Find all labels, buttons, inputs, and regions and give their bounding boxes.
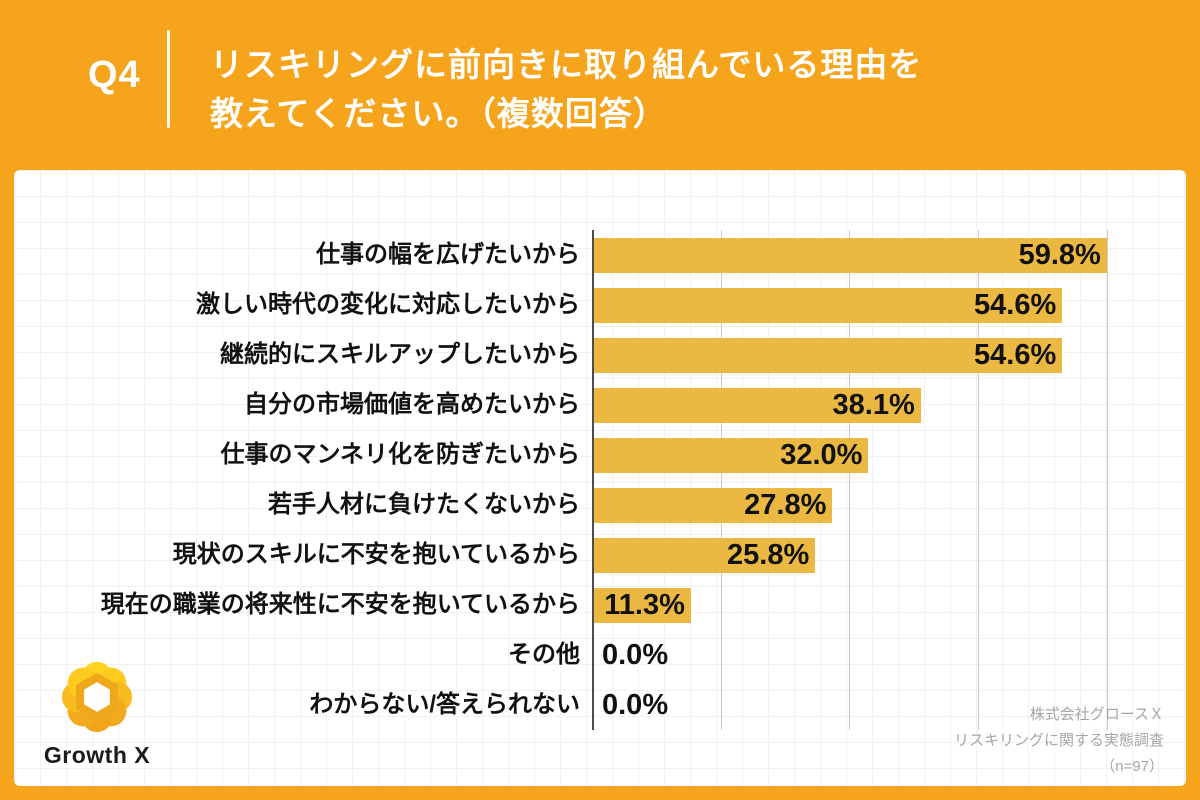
- value-label: 54.6%: [974, 338, 1057, 371]
- category-label: 継続的にスキルアップしたいから: [220, 341, 580, 368]
- bar: 54.6%: [594, 337, 1063, 373]
- bar: 27.8%: [594, 487, 833, 523]
- category-label: 仕事のマンネリ化を防ぎたいから: [220, 441, 580, 468]
- value-label: 32.0%: [780, 438, 863, 471]
- value-label: 0.0%: [602, 638, 669, 671]
- category-label: 若手人材に負けたくないから: [268, 491, 580, 518]
- bar: 25.8%: [594, 537, 816, 573]
- category-label: 激しい時代の変化に対応したいから: [196, 291, 580, 318]
- bar: 32.0%: [594, 437, 869, 473]
- value-label: 25.8%: [727, 538, 810, 571]
- chart-card: 仕事の幅を広げたいから 59.8% 激しい時代の変化に対応したいから 54.6% 継続的…: [14, 170, 1186, 786]
- category-label: 仕事の幅を広げたいから: [316, 241, 580, 268]
- growthx-logo: Growth X: [24, 658, 170, 769]
- title-line-2: 教えてください。（複数回答）: [210, 95, 667, 132]
- value-label: 11.3%: [604, 588, 685, 621]
- category-label: わからない/答えられない: [309, 691, 580, 718]
- value-label: 54.6%: [974, 288, 1057, 321]
- category-label: 現状のスキルに不安を抱いているから: [172, 541, 580, 568]
- source-note: 株式会社グロースＸ リスキリングに関する実態調査 （n=97）: [954, 702, 1164, 780]
- value-label: 27.8%: [744, 488, 827, 521]
- axis-line: [592, 230, 594, 730]
- growthx-flower-icon: [61, 661, 133, 733]
- category-label: 現在の職業の将来性に不安を抱いているから: [100, 591, 580, 618]
- growthx-logo-text: Growth X: [43, 742, 151, 768]
- page-title: リスキリングに前向きに取り組んでいる理由を 教えてください。（複数回答）: [210, 40, 922, 138]
- bar-chart: 仕事の幅を広げたいから 59.8% 激しい時代の変化に対応したいから 54.6% 継続的…: [14, 170, 1186, 786]
- bar: 38.1%: [594, 387, 921, 423]
- title-line-1: リスキリングに前向きに取り組んでいる理由を: [210, 46, 923, 83]
- value-label: 38.1%: [832, 388, 915, 421]
- source-line-sample: （n=97）: [1100, 758, 1164, 775]
- source-line-company: 株式会社グロースＸ: [1029, 706, 1164, 723]
- question-number: Q4: [88, 54, 141, 96]
- bar: 11.3%: [594, 587, 691, 623]
- value-label: 59.8%: [1018, 238, 1101, 271]
- gridline: [1106, 230, 1108, 730]
- category-label: その他: [508, 641, 580, 668]
- category-label: 自分の市場価値を高めたいから: [244, 391, 580, 418]
- value-label: 0.0%: [602, 688, 669, 721]
- bar: 54.6%: [594, 287, 1063, 323]
- gridline: [720, 230, 722, 730]
- source-line-survey: リスキリングに関する実態調査: [953, 732, 1164, 749]
- gridline: [977, 230, 979, 730]
- gridline: [849, 230, 851, 730]
- header-divider: [167, 30, 170, 128]
- bar: 59.8%: [594, 237, 1107, 273]
